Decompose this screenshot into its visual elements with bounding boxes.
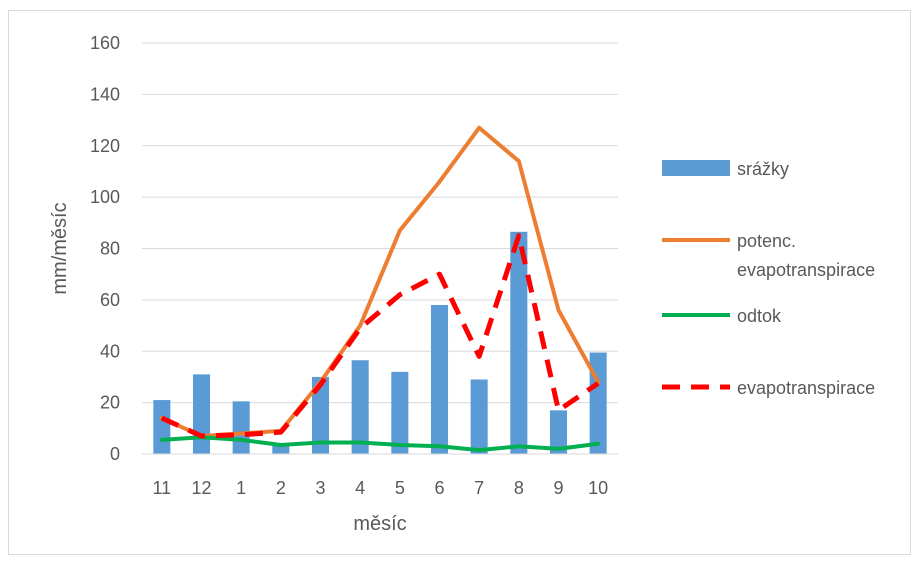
line-evapotranspirace [160,233,600,439]
legend-label-odtok: odtok [737,306,782,326]
bar-srazky-6 [430,305,449,454]
chart-frame [8,10,911,555]
x-tick-label: 2 [276,478,286,498]
bar-srazky-5 [391,371,409,454]
legend-label-evapotranspirace: evapotranspirace [737,378,875,398]
series-lines [159,125,601,453]
bar-srazky-11 [153,400,171,454]
x-tick-label: 11 [152,478,171,498]
x-tick-label: 4 [355,478,365,498]
bar-srazky-3 [311,376,330,454]
x-tick-label: 7 [474,478,484,498]
y-tick-label: 60 [100,290,120,310]
bar-srazky-7 [470,379,488,454]
x-axis-ticks: 11 12 1 2 3 4 5 6 7 8 9 10 [152,478,608,498]
y-tick-label: 20 [100,393,120,413]
y-tick-label: 160 [90,33,120,53]
y-tick-label: 120 [90,136,120,156]
bar-srazky-9 [549,410,568,454]
legend-label-potenc-evapotranspirace: potenc. evapotranspirace [737,231,875,280]
line-potenc-evapotranspirace [159,125,601,439]
y-tick-label: 80 [100,239,120,259]
y-tick-label: 140 [90,84,120,104]
y-axis-ticks: 0 20 40 60 80 100 120 140 160 [90,33,120,464]
legend: srážky potenc. evapotranspirace odtok evapot… [662,159,875,398]
legend-marker-srazky [662,160,730,176]
legend-label-srazky: srážky [737,159,789,179]
gridlines [142,42,618,404]
x-axis-title: měsíc [353,513,406,535]
y-tick-label: 100 [90,187,120,207]
y-tick-label: 40 [100,341,120,361]
bar-srazky-4 [351,360,369,454]
bar-srazky-12 [192,374,211,454]
y-tick-label: 0 [110,444,120,464]
y-axis-title: mm/měsíc [49,202,71,294]
line-odtok [159,435,601,453]
bar-srazky-1 [232,401,250,454]
bar-srazky-2 [272,445,290,454]
x-tick-label: 12 [191,478,211,498]
x-tick-label: 6 [434,478,444,498]
x-tick-label: 9 [553,478,563,498]
x-tick-label: 3 [315,478,325,498]
x-tick-label: 1 [236,478,246,498]
bars-srazky [153,231,607,454]
x-tick-label: 5 [395,478,405,498]
bar-srazky-8 [510,231,528,454]
x-tick-label: 8 [514,478,524,498]
x-tick-label: 10 [588,478,608,498]
